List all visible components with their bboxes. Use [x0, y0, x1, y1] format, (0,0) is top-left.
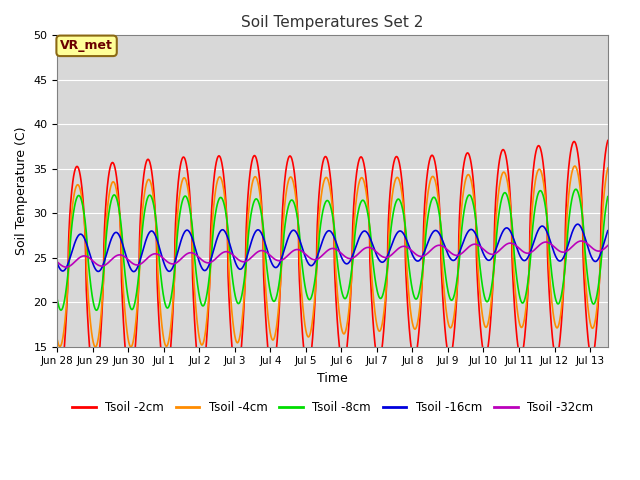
Y-axis label: Soil Temperature (C): Soil Temperature (C) [15, 127, 28, 255]
Legend: Tsoil -2cm, Tsoil -4cm, Tsoil -8cm, Tsoil -16cm, Tsoil -32cm: Tsoil -2cm, Tsoil -4cm, Tsoil -8cm, Tsoi… [67, 396, 598, 419]
Text: VR_met: VR_met [60, 39, 113, 52]
X-axis label: Time: Time [317, 372, 348, 385]
Title: Soil Temperatures Set 2: Soil Temperatures Set 2 [241, 15, 424, 30]
